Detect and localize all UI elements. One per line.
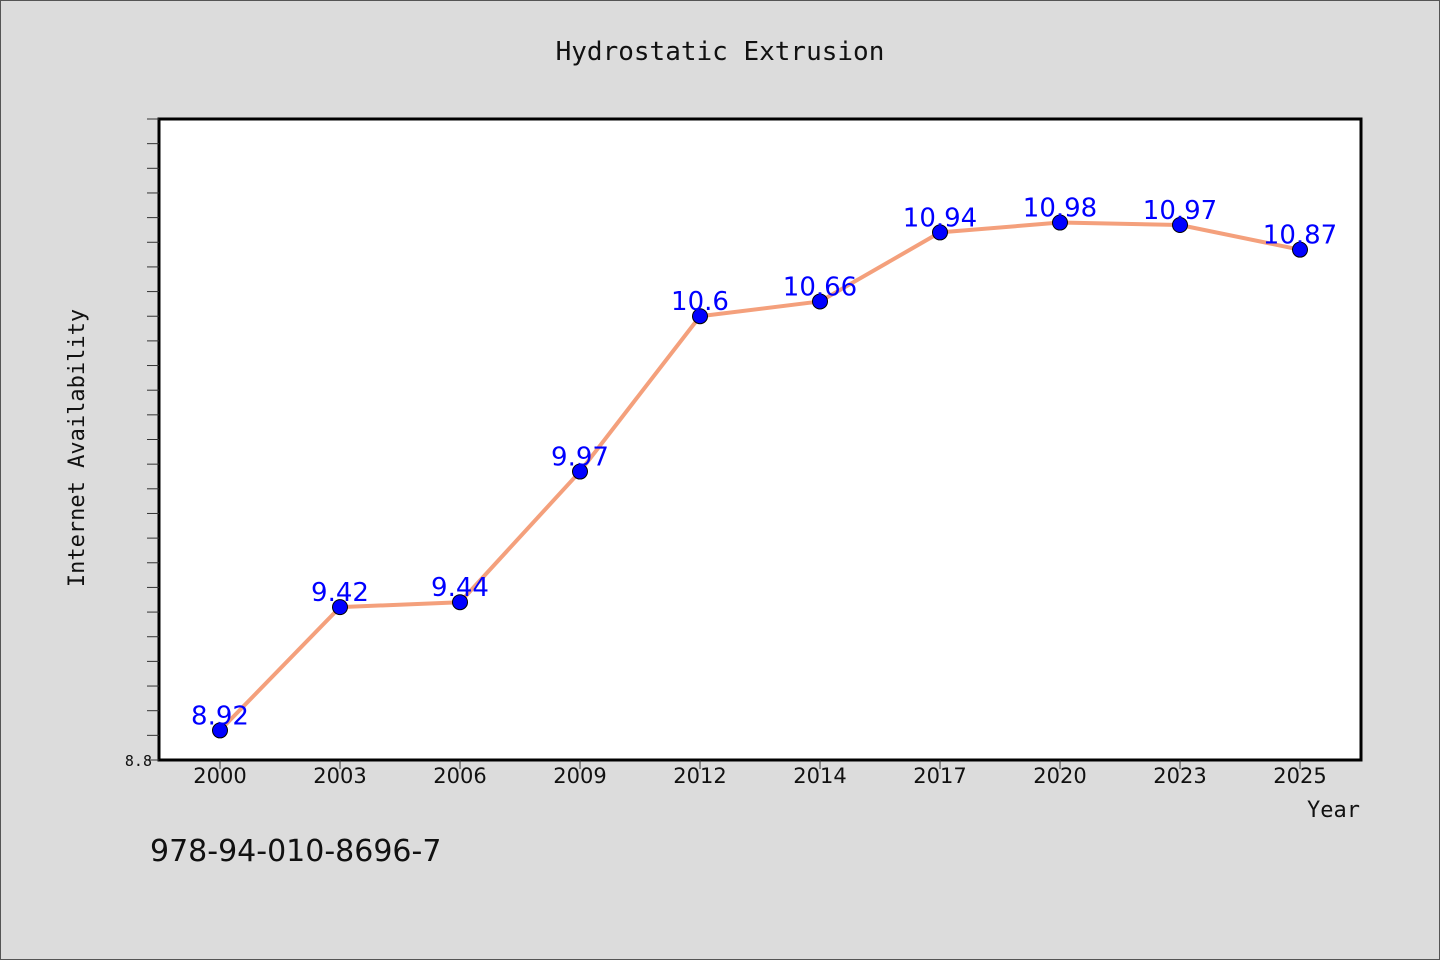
x-tick-label: 2014: [793, 764, 846, 788]
x-tick-label: 2017: [913, 764, 966, 788]
data-label: 9.44: [431, 573, 489, 603]
y-tick-label: 8.8: [125, 752, 152, 770]
data-label: 9.97: [551, 443, 609, 473]
x-tick-label: 2009: [553, 764, 606, 788]
y-axis-label: Internet Availability: [65, 309, 90, 587]
x-tick-label: 2012: [673, 764, 726, 788]
data-label: 10.87: [1263, 221, 1337, 251]
data-point: [692, 308, 708, 325]
data-point: [572, 463, 588, 480]
data-point: [812, 293, 828, 310]
data-label: 10.97: [1143, 196, 1217, 226]
data-label: 8.92: [191, 701, 249, 731]
x-axis-ticks: 2000 2003 2006 2009 2012 2014 2017 2020 2023 2025: [193, 760, 1327, 788]
data-label: 9.42: [311, 578, 369, 608]
chart-title: Hydrostatic Extrusion: [556, 37, 885, 67]
data-point: [1172, 217, 1188, 234]
data-label: 10.94: [903, 203, 977, 233]
x-tick-label: 2000: [193, 764, 246, 788]
data-label: 10.98: [1023, 194, 1097, 224]
data-point: [1052, 214, 1068, 231]
x-tick-label: 2020: [1033, 764, 1086, 788]
data-label: 10.66: [783, 272, 857, 302]
x-tick-label: 2023: [1153, 764, 1206, 788]
data-point: [932, 224, 948, 241]
x-tick-label: 2006: [433, 764, 486, 788]
series-line: [218, 220, 1301, 732]
x-tick-label: 2003: [313, 764, 366, 788]
x-tick-label: 2025: [1273, 764, 1326, 788]
series-group: 8.92 9.42 9.44 9.97 10.6 10.66 10.94 10.98 10.97…: [191, 194, 1337, 739]
footer-code: 978-94-010-8696-7: [150, 834, 442, 869]
data-point: [212, 722, 228, 739]
data-point: [1292, 241, 1308, 258]
y-axis-ticks: [147, 118, 159, 761]
data-point: [332, 599, 348, 616]
data-label: 10.6: [671, 287, 729, 317]
data-point: [452, 594, 468, 611]
x-axis-label: Year: [1307, 798, 1360, 823]
